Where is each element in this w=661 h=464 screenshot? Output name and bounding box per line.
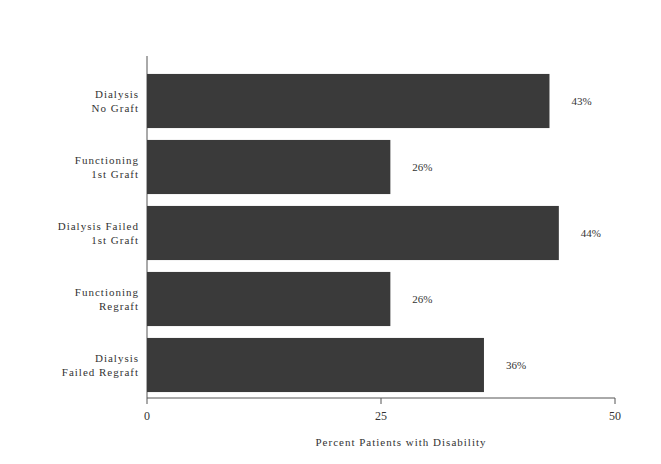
x-tick-label: 25 (375, 409, 387, 423)
category-label: DialysisNo Graft (92, 88, 139, 114)
bar (147, 140, 390, 194)
x-tick-label: 0 (144, 409, 150, 423)
category-label: Functioning1st Graft (75, 154, 139, 180)
data-label: 26% (412, 161, 432, 173)
category-label: FunctioningRegraft (75, 286, 139, 312)
chart: 0 25 50 43% DialysisNo Graft 26% Functioning1s… (0, 0, 661, 464)
data-label: 36% (506, 359, 526, 371)
bar (147, 74, 549, 128)
bar (147, 272, 390, 326)
bar (147, 338, 484, 392)
bar (147, 206, 559, 260)
x-tick (381, 398, 382, 404)
data-label: 44% (581, 227, 601, 239)
data-label: 26% (412, 293, 432, 305)
x-tick (615, 398, 616, 404)
category-label: DialysisFailed Regraft (62, 352, 139, 378)
x-axis-title: Percent Patients with Disability (315, 436, 486, 448)
bars (147, 74, 559, 392)
x-tick-label: 50 (609, 409, 621, 423)
category-label: Dialysis Failed1st Graft (58, 220, 139, 246)
data-label: 43% (571, 95, 591, 107)
x-tick (147, 398, 148, 404)
